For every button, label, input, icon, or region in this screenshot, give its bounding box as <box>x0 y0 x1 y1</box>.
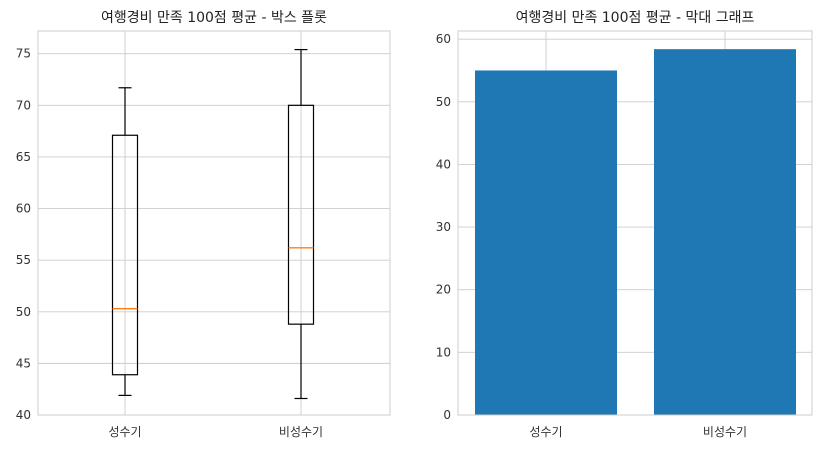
bar-chart-y-tick-label: 50 <box>436 95 451 109</box>
bar-chart-y-tick-label: 60 <box>436 32 451 46</box>
box-plot-y-tick-label: 65 <box>16 150 31 164</box>
bar-chart-y-tick-label: 10 <box>436 345 451 359</box>
box-plot-y-tick-label: 60 <box>16 202 31 216</box>
bar-chart-y-tick-label: 20 <box>436 283 451 297</box>
bar-chart-title: 여행경비 만족 100점 평균 - 막대 그래프 <box>516 10 755 26</box>
bar-chart-x-tick-label: 비성수기 <box>703 425 747 439</box>
box-plot-x-tick-label: 비성수기 <box>279 425 323 439</box>
box-plot-y-tick-label: 75 <box>16 47 31 61</box>
box-plot-marks <box>111 48 315 400</box>
box-plot-y-ticks: 40 45 50 55 60 65 70 75 <box>16 47 31 422</box>
box-plot-y-tick-label: 45 <box>16 356 31 370</box>
box-plot-y-tick-label: 50 <box>16 305 31 319</box>
bar-chart-axes-frame <box>457 30 813 416</box>
bar <box>654 49 796 416</box>
box-plot-x-tick-label: 성수기 <box>108 425 141 439</box>
box-plot-x-ticks: 성수기 비성수기 <box>108 425 323 439</box>
bar-chart-y-tick-label: 40 <box>436 157 451 171</box>
box-plot-title: 여행경비 만족 100점 평균 - 박스 플롯 <box>101 10 327 26</box>
box-iqr <box>287 104 315 325</box>
box-iqr <box>111 134 139 376</box>
box-plot-grid <box>38 31 390 416</box>
bar-chart-marks <box>475 49 796 416</box>
box-plot-y-tick-label: 70 <box>16 98 31 112</box>
box-plot-panel: 여행경비 만족 100점 평균 - 박스 플롯 40 45 50 55 60 65 70 75… <box>16 10 391 439</box>
bar <box>475 70 617 415</box>
box-plot-y-tick-label: 55 <box>16 253 31 267</box>
bar-chart-x-tick-label: 성수기 <box>529 425 562 439</box>
bar-chart-x-ticks: 성수기 비성수기 <box>529 425 747 439</box>
box-plot-y-tick-label: 40 <box>16 408 31 422</box>
bar-chart-y-tick-label: 0 <box>443 408 451 422</box>
box-plot-axes-frame <box>37 30 391 416</box>
bar-chart-y-ticks: 0 10 20 30 40 50 60 <box>436 32 451 422</box>
bar-chart-panel: 여행경비 만족 100점 평균 - 막대 그래프 0 10 20 30 40 50 60 성… <box>436 10 813 439</box>
bar-chart-y-tick-label: 30 <box>436 220 451 234</box>
